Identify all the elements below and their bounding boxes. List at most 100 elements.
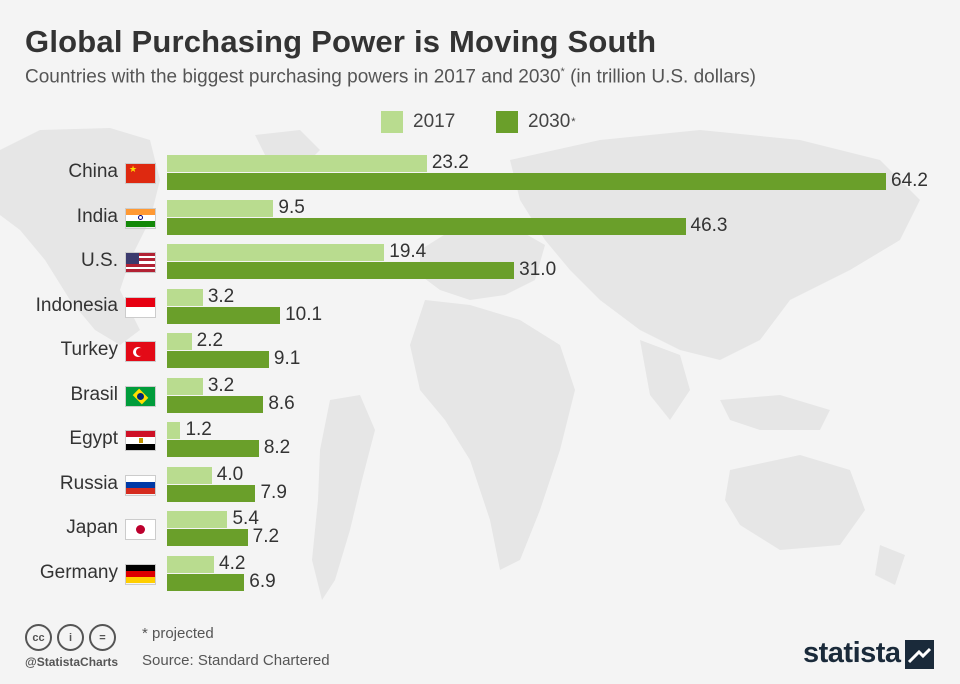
us-flag-part (126, 253, 155, 256)
us-flag-part (126, 266, 155, 270)
statista-handle: @StatistaCharts (25, 655, 119, 669)
chart-title: Global Purchasing Power is Moving South (25, 24, 657, 59)
statista-logo: statista (803, 637, 901, 669)
indonesia-flag-part (126, 307, 155, 317)
germany-flag-part (126, 570, 155, 578)
russia-flag-part (126, 481, 155, 489)
brazil-flag-icon (125, 385, 156, 407)
us-flag-part (126, 269, 155, 272)
india-flag-part (138, 215, 143, 221)
bar-2030-indonesia (167, 306, 281, 324)
egypt-flag-icon (125, 430, 156, 451)
value-label-2017-turkey: 2.2 (196, 330, 224, 351)
country-label-india: India (76, 205, 118, 227)
germany-flag-part (126, 564, 155, 571)
value-label-2017-egypt: 1.2 (185, 419, 212, 440)
country-label-japan: Japan (66, 517, 118, 538)
germany-flag-part (126, 577, 155, 584)
bar-2017-india (167, 199, 274, 217)
legend-item-2017: 2017 (381, 111, 455, 133)
bar-2030-brasil (167, 395, 264, 413)
china-flag-part: ★ (126, 164, 155, 183)
bar-2017-china (167, 155, 427, 172)
bar-2017-indonesia (167, 288, 203, 306)
value-label-2030-japan: 7.2 (252, 526, 280, 547)
russia-flag-part (126, 475, 155, 482)
source-note: Source: Standard Chartered (142, 652, 330, 669)
japan-flag-part (126, 520, 155, 539)
us-flag-part (126, 263, 155, 267)
bar-2030-india (167, 217, 686, 235)
bar-2017-brasil (167, 377, 203, 395)
legend-asterisk-2030: * (571, 116, 576, 128)
bar-2017-germany (167, 555, 215, 573)
bar-2030-china (167, 173, 886, 190)
bar-2017-egypt (167, 422, 181, 439)
us-flag-icon (125, 252, 156, 273)
us-flag-part (126, 258, 155, 262)
russia-flag-part (126, 488, 155, 495)
us-flag-part (126, 253, 155, 272)
legend-swatch-2030 (496, 111, 518, 133)
india-flag-part (126, 214, 155, 222)
value-label-2030-brasil: 8.6 (268, 392, 295, 414)
china-flag-icon: ★ (125, 163, 156, 184)
country-label-turkey: Turkey (60, 339, 118, 360)
us-flag-part (126, 253, 140, 264)
germany-flag-icon (125, 563, 156, 585)
bar-2030-egypt (167, 440, 259, 457)
egypt-flag-part (126, 437, 155, 444)
legend-swatch-2017 (381, 111, 403, 133)
bar-2030-russia (167, 484, 256, 502)
russia-flag-icon (125, 474, 156, 496)
value-label-2030-turkey: 9.1 (273, 348, 301, 369)
country-label-us: U.S. (81, 250, 118, 271)
turkey-flag-part (126, 342, 155, 361)
turkey-flag-part (136, 348, 144, 356)
legend-item-2030: 2030 * (496, 111, 576, 133)
value-label-2030-germany: 6.9 (249, 570, 276, 592)
bar-2030-germany (167, 573, 245, 591)
india-flag-part (126, 208, 155, 215)
value-label-2017-us: 19.4 (389, 241, 427, 262)
value-label-2017-japan: 5.4 (232, 508, 259, 529)
projection-note: * projected (142, 625, 214, 642)
egypt-flag-part (139, 438, 143, 444)
bar-2017-japan (167, 511, 228, 528)
bar-2017-russia (167, 466, 212, 484)
no-derivatives-icon: = (89, 624, 116, 651)
attribution-icon: i (57, 624, 84, 651)
china-flag-part: ★ (129, 164, 138, 174)
us-flag-part (126, 255, 155, 259)
value-label-2030-us: 31.0 (519, 259, 557, 280)
indonesia-flag-icon (125, 296, 156, 318)
value-label-2017-germany: 4.2 (219, 552, 246, 574)
bar-2017-turkey (167, 333, 192, 350)
subtitle-unit: (in trillion U.S. dollars) (564, 66, 756, 88)
value-label-2017-indonesia: 3.2 (207, 285, 235, 307)
value-label-2017-india: 9.5 (278, 196, 305, 218)
value-label-2030-india: 46.3 (690, 214, 728, 236)
country-label-brasil: Brasil (70, 383, 118, 405)
bar-2030-us (167, 262, 515, 279)
value-label-2030-egypt: 8.2 (263, 437, 291, 458)
value-label-2017-russia: 4.0 (216, 463, 244, 485)
subtitle-asterisk: * (560, 66, 565, 78)
country-label-indonesia: Indonesia (35, 294, 118, 316)
creative-commons-icon: cc (25, 624, 52, 651)
bar-2030-turkey (167, 351, 269, 368)
legend-label-2017: 2017 (413, 111, 456, 132)
japan-flag-icon (125, 519, 156, 540)
country-label-china: China (68, 161, 118, 182)
india-flag-icon (125, 207, 156, 229)
statista-logo-icon (905, 640, 934, 669)
us-flag-part (126, 261, 155, 264)
egypt-flag-part (126, 431, 155, 438)
legend-label-2030: 2030 (528, 111, 571, 132)
license-icons: cc i = (25, 624, 116, 651)
bar-2030-japan (167, 529, 248, 546)
turkey-flag-icon (125, 341, 156, 362)
india-flag-part (126, 221, 155, 228)
value-label-2030-russia: 7.9 (260, 481, 287, 503)
chart-subtitle: Countries with the biggest purchasing po… (25, 66, 756, 88)
